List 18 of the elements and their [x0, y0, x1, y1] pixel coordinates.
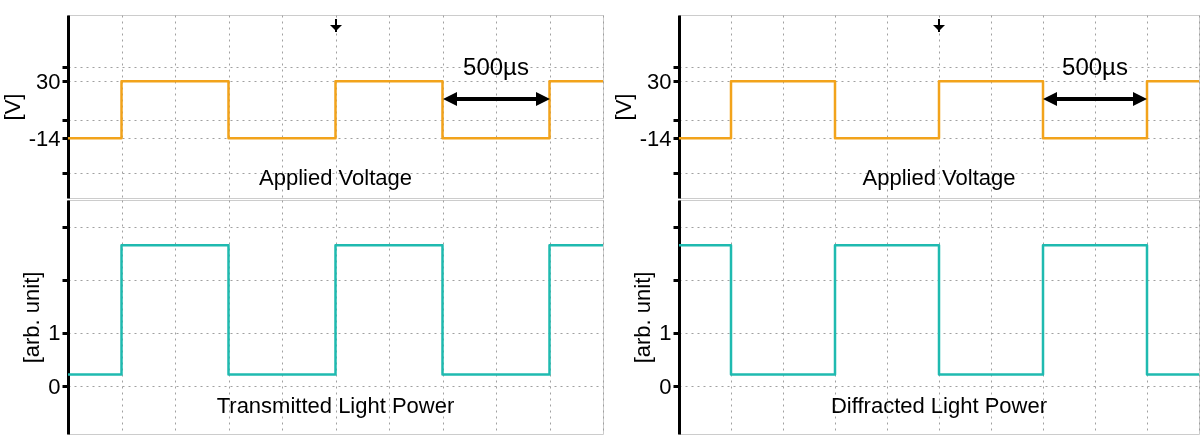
y-tick-label: 30	[647, 68, 672, 94]
y-tick-label: 1	[659, 320, 672, 346]
y-axis-title: [arb. unit]	[19, 271, 45, 364]
text: Diffracted Light Power	[830, 393, 1048, 418]
text: Transmitted Light Power	[216, 393, 455, 418]
y-axis-title: [V]	[610, 93, 636, 121]
annotation: 500µs	[1062, 53, 1128, 81]
y-tick-label: 0	[659, 373, 672, 399]
y-tick-label: -14	[28, 125, 61, 151]
y-tick-label: 1	[48, 320, 61, 346]
y-axis-title: [arb. unit]	[630, 271, 656, 364]
y-tick-label: -14	[639, 125, 672, 151]
y-tick-label: 30	[36, 68, 61, 94]
y-axis-title: [V]	[0, 93, 25, 121]
text: Applied Voltage	[862, 165, 1016, 190]
text: Applied Voltage	[259, 165, 412, 190]
annotation: 500µs	[463, 53, 529, 81]
y-tick-label: 0	[48, 373, 61, 399]
